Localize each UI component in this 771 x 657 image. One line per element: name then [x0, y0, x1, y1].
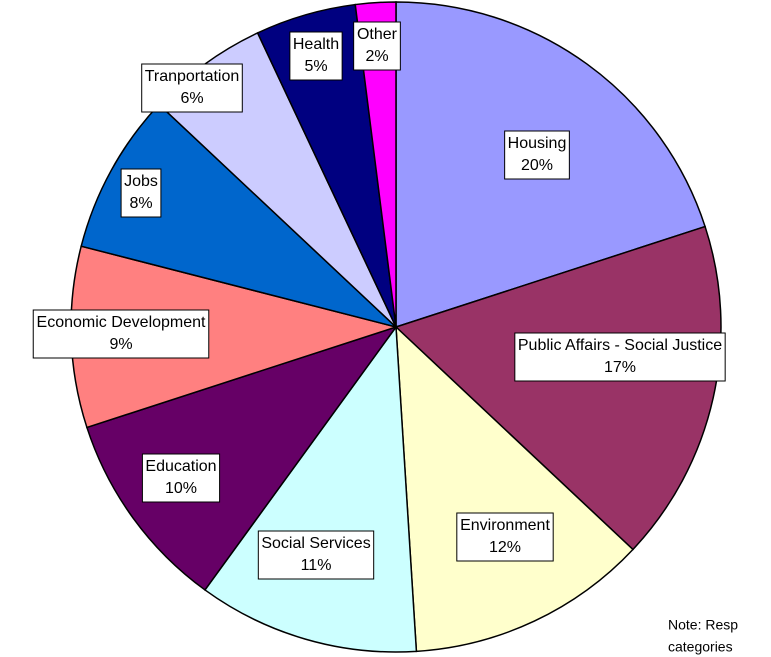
label-box — [504, 130, 570, 180]
category-label: Other — [357, 26, 398, 43]
slice-label: Public Affairs - Social Justice 17% — [514, 332, 726, 382]
slice-label: Environment 12% — [456, 512, 554, 562]
slice-label: Social Services 11% — [257, 530, 375, 580]
slice-label: Housing 20% — [504, 130, 570, 180]
slice — [354, 1, 397, 328]
label-box — [456, 512, 554, 562]
slice-label: Jobs 8% — [120, 168, 162, 218]
slice — [394, 225, 722, 551]
label-box — [353, 21, 401, 71]
note: categories — [668, 639, 733, 655]
slice-label: Education 10% — [141, 453, 221, 503]
value-label: 5% — [304, 58, 327, 75]
value-label: 8% — [129, 195, 152, 212]
label-box — [32, 309, 210, 359]
category-label: Health — [293, 36, 339, 53]
slice-label: Health 5% — [289, 31, 343, 81]
value-label: 9% — [109, 336, 132, 353]
value-label: 2% — [365, 48, 388, 65]
value-label: 17% — [604, 359, 636, 376]
labels: Housing 20% Public Affairs - Social Justic… — [32, 21, 726, 580]
slice-label: Other 2% — [353, 21, 401, 71]
category-label: Housing — [508, 135, 567, 152]
value-label: 20% — [521, 157, 553, 174]
label-box — [289, 31, 343, 81]
value-label: 10% — [165, 480, 197, 497]
category-label: Economic Development — [37, 314, 207, 331]
value-label: 12% — [489, 539, 521, 556]
slices — [70, 1, 722, 653]
label-box — [257, 530, 375, 580]
slice-label: Economic Development 9% — [32, 309, 210, 359]
label-box — [141, 453, 221, 503]
label-box — [141, 63, 243, 113]
slice — [85, 325, 398, 591]
category-label: Public Affairs - Social Justice — [518, 337, 722, 354]
label-box — [120, 168, 162, 218]
category-label: Education — [145, 458, 216, 475]
category-label: Tranportation — [145, 68, 240, 85]
label-box — [514, 332, 726, 382]
value-label: 11% — [301, 557, 332, 574]
category-label: Social Services — [261, 535, 370, 552]
category-label: Environment — [460, 517, 550, 534]
slice-label: Tranportation 6% — [141, 63, 243, 113]
slice — [395, 325, 634, 653]
category-label: Jobs — [124, 173, 158, 190]
note: Note: Resp — [668, 617, 738, 633]
value-label: 6% — [180, 90, 203, 107]
